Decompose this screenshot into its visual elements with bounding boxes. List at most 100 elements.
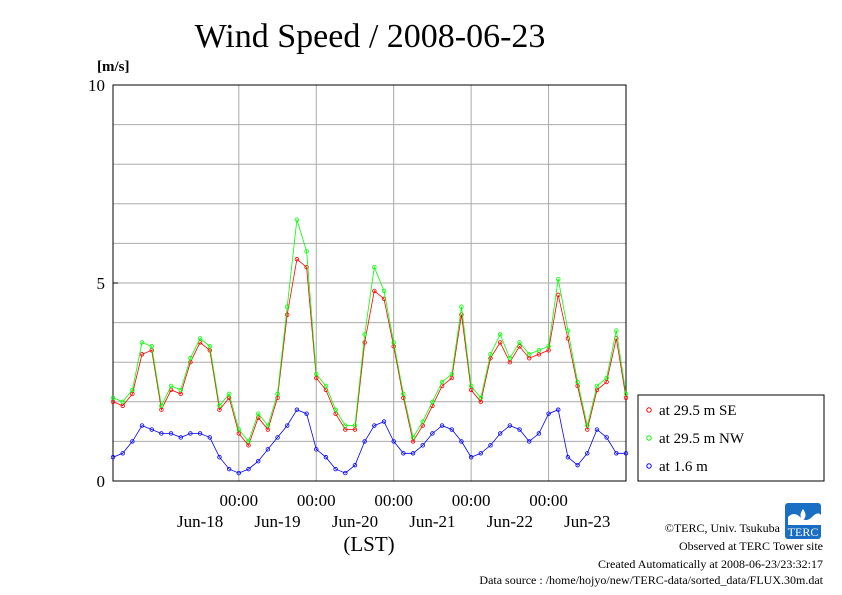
data-point [362, 439, 367, 444]
credit-observed: Observed at TERC Tower site [679, 539, 823, 553]
data-point [468, 383, 474, 389]
data-point [420, 419, 425, 424]
chart-title: Wind Speed / 2008-06-23 [195, 18, 546, 55]
legend-items: at 29.5 m SE at 29.5 m NW at 1.6 m [646, 403, 745, 475]
data-point [110, 455, 116, 460]
data-point [343, 423, 348, 428]
data-point [372, 288, 377, 294]
data-point [110, 395, 116, 401]
data-point [401, 391, 406, 397]
legend-box [637, 394, 825, 482]
data-point [314, 371, 319, 377]
logo-drop-icon [800, 509, 806, 520]
y-tick-label: 10 [88, 76, 105, 95]
data-point [265, 447, 271, 452]
data-point [149, 344, 154, 349]
data-point [439, 423, 445, 428]
data-point [197, 431, 203, 436]
data-point [507, 356, 513, 361]
data-point [207, 344, 212, 349]
data-point [517, 427, 522, 432]
data-point [420, 443, 425, 448]
data-point [614, 328, 619, 333]
data-point [449, 371, 454, 377]
data-point [391, 439, 396, 444]
data-point [294, 407, 300, 412]
data-point [285, 304, 290, 309]
data-point [226, 391, 232, 397]
data-point [255, 411, 261, 416]
terc-logo: TERC [785, 503, 821, 539]
data-point [401, 451, 406, 456]
data-point [323, 455, 329, 460]
data-point [527, 439, 532, 444]
data-point [304, 249, 309, 254]
data-point [217, 403, 222, 408]
x-tick-label: 00:00 [219, 491, 258, 510]
series-3 [110, 407, 629, 476]
data-point [449, 427, 454, 432]
x-tick-label: 00:00 [452, 491, 491, 510]
date-label: Jun-18 [177, 512, 223, 531]
data-point [159, 403, 164, 408]
x-tick-label: 00:00 [529, 491, 568, 510]
data-point [488, 443, 493, 448]
credits: ©TERC, Univ. Tsukuba Observed at TERC To… [479, 521, 823, 587]
series-1 [110, 257, 629, 448]
data-point [197, 336, 203, 341]
data-point [497, 431, 503, 436]
data-point [468, 455, 474, 460]
data-point [323, 383, 329, 389]
credit-created: Created Automatically at 2008-06-23/23:3… [598, 557, 823, 571]
data-point [604, 375, 609, 381]
data-point [585, 423, 590, 428]
grid-lines [113, 85, 626, 481]
data-point [275, 435, 280, 440]
data-point [285, 423, 290, 428]
data-point [478, 451, 484, 456]
data-point [246, 439, 251, 444]
credit-copyright: ©TERC, Univ. Tsukuba [665, 521, 781, 535]
data-point [478, 395, 484, 401]
data-point [188, 431, 193, 436]
data-point [236, 470, 242, 476]
data-point [314, 447, 319, 452]
data-point [304, 264, 309, 270]
data-point [497, 332, 503, 337]
data-point [556, 292, 561, 298]
data-point [459, 439, 464, 444]
date-label: Jun-21 [409, 512, 455, 531]
data-point [236, 427, 242, 432]
data-point [381, 288, 387, 294]
data-point [459, 304, 464, 309]
data-point [362, 340, 367, 345]
x-tick-label: 00:00 [374, 491, 413, 510]
data-point [246, 466, 251, 472]
data-point [546, 344, 551, 349]
data-point [585, 451, 590, 456]
data-point [139, 352, 145, 357]
logo-wave-icon [788, 513, 821, 525]
logo-text: TERC [788, 525, 819, 539]
plot-area: 0 5 10 00:00 00:00 00:00 00:00 00:00 Jun-18 Jun-1… [88, 76, 629, 531]
date-label: Jun-19 [254, 512, 300, 531]
data-point [536, 348, 542, 353]
data-point [517, 340, 522, 345]
data-point [304, 411, 309, 416]
legend: at 29.5 m SE at 29.5 m NW at 1.6 m [637, 394, 825, 482]
data-point [546, 411, 551, 416]
data-point [159, 431, 164, 436]
data-point [497, 340, 503, 345]
series-layer [110, 217, 629, 476]
series-2 [110, 217, 629, 444]
data-point [488, 352, 493, 357]
data-point [362, 332, 367, 337]
data-point [439, 379, 445, 385]
y-tick-label: 5 [97, 274, 106, 293]
data-point [623, 391, 629, 397]
y-tick-label: 0 [97, 472, 106, 491]
data-point [207, 435, 212, 440]
data-point [130, 439, 135, 444]
data-point [372, 264, 377, 270]
